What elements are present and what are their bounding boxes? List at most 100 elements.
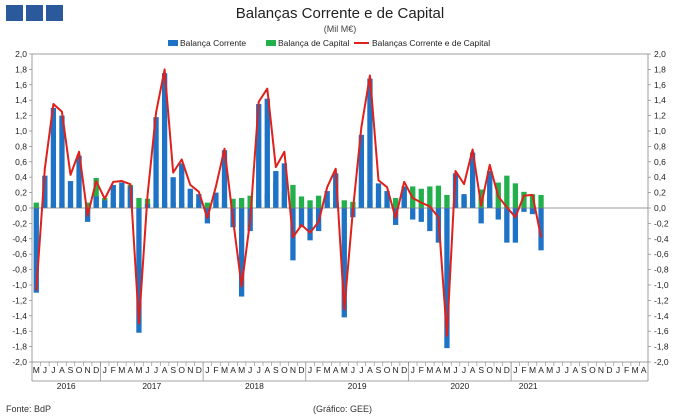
month-tick-label: J xyxy=(462,365,466,375)
current-bar xyxy=(521,208,527,212)
month-tick-label: A xyxy=(367,365,373,375)
current-bar xyxy=(59,115,65,208)
y-tick-label-right: -1,8 xyxy=(654,342,669,352)
year-tick-label: 2017 xyxy=(142,381,161,391)
current-bar xyxy=(529,208,536,215)
y-tick-label-left: 1,0 xyxy=(15,126,27,136)
y-tick-label-right: -0,4 xyxy=(654,234,669,244)
capital-bar xyxy=(204,202,211,208)
y-tick-label-right: 1,4 xyxy=(654,95,666,105)
month-tick-label: N xyxy=(495,365,501,375)
y-tick-label-left: -2,0 xyxy=(12,357,27,367)
chart-subtitle: (Mil M€) xyxy=(323,24,357,34)
y-tick-label-left: 0,8 xyxy=(15,141,27,151)
current-bar xyxy=(512,208,519,243)
month-tick-label: A xyxy=(572,365,578,375)
y-tick-label-left: -1,4 xyxy=(12,311,27,321)
y-tick-label-right: 0,8 xyxy=(654,141,666,151)
capital-bar xyxy=(538,194,544,208)
current-bar xyxy=(179,163,185,208)
current-bar xyxy=(50,107,57,208)
month-tick-label: O xyxy=(589,365,596,375)
month-tick-label: N xyxy=(187,365,193,375)
month-tick-label: S xyxy=(581,365,587,375)
month-tick-label: D xyxy=(298,365,304,375)
y-tick-label-left: 1,2 xyxy=(15,111,27,121)
current-bar xyxy=(333,173,339,208)
y-tick-label-left: 1,8 xyxy=(15,64,27,74)
month-tick-label: S xyxy=(478,365,484,375)
logo xyxy=(6,5,66,21)
current-bar xyxy=(358,134,365,208)
month-tick-label: D xyxy=(606,365,612,375)
y-tick-label-right: 0,4 xyxy=(654,172,666,182)
logo-block-icon xyxy=(26,5,43,21)
month-tick-label: M xyxy=(238,365,245,375)
month-tick-label: J xyxy=(556,365,560,375)
capital-bar xyxy=(136,197,142,208)
current-bar xyxy=(273,171,279,208)
y-tick-label-right: -1,6 xyxy=(654,326,669,336)
current-bar xyxy=(478,208,484,224)
current-bar xyxy=(33,208,39,293)
year-tick-label: 2021 xyxy=(519,381,538,391)
year-tick-label: 2019 xyxy=(348,381,367,391)
month-tick-label: N xyxy=(85,365,91,375)
current-bar xyxy=(504,208,510,243)
current-bar xyxy=(469,152,476,208)
current-bar xyxy=(264,98,270,208)
legend-swatch xyxy=(168,40,178,46)
month-tick-label: F xyxy=(419,365,424,375)
month-tick-label: J xyxy=(453,365,457,375)
month-tick-label: A xyxy=(59,365,65,375)
month-tick-label: S xyxy=(68,365,74,375)
y-tick-label-left: 2,0 xyxy=(15,49,27,59)
month-tick-label: J xyxy=(248,365,252,375)
month-tick-label: A xyxy=(128,365,134,375)
y-tick-label-right: -0,8 xyxy=(654,265,669,275)
month-tick-label: J xyxy=(43,365,47,375)
current-bar xyxy=(341,208,347,318)
current-bar xyxy=(307,208,313,241)
current-bar xyxy=(256,104,262,208)
month-tick-label: J xyxy=(359,365,363,375)
combined-series-line xyxy=(35,68,543,337)
month-tick-label: M xyxy=(135,365,142,375)
credit-note: (Gráfico: GEE) xyxy=(313,404,373,414)
current-bar xyxy=(298,208,305,228)
capital-bar xyxy=(238,197,245,208)
month-tick-label: J xyxy=(257,365,261,375)
source-note: Fonte: BdP xyxy=(6,404,52,414)
current-bar xyxy=(375,183,382,208)
month-tick-label: N xyxy=(290,365,296,375)
y-tick-label-right: 0,2 xyxy=(654,188,666,198)
y-tick-label-left: -0,2 xyxy=(12,218,27,228)
current-bar xyxy=(461,194,467,208)
capital-bar xyxy=(33,202,39,208)
y-tick-label-left: 1,4 xyxy=(15,95,27,105)
y-tick-label-left: -1,6 xyxy=(12,326,27,336)
year-tick-label: 2016 xyxy=(57,381,76,391)
current-bar xyxy=(161,73,168,208)
month-tick-label: N xyxy=(393,365,399,375)
legend-label: Balanças Corrente e de Capital xyxy=(372,38,490,48)
month-tick-label: J xyxy=(205,365,209,375)
month-tick-label: M xyxy=(546,365,553,375)
month-tick-label: J xyxy=(513,365,517,375)
capital-bar xyxy=(392,197,399,208)
month-tick-label: F xyxy=(521,365,526,375)
capital-bar xyxy=(529,194,536,208)
month-tick-label: J xyxy=(154,365,158,375)
capital-bar xyxy=(93,177,99,208)
capital-bar xyxy=(290,184,296,208)
month-tick-label: A xyxy=(162,365,168,375)
y-tick-label-left: 0,6 xyxy=(15,157,27,167)
logo-block-icon xyxy=(46,5,63,21)
month-tick-label: M xyxy=(426,365,433,375)
capital-bar xyxy=(230,198,236,208)
current-bar xyxy=(427,208,433,232)
y-tick-label-left: -1,2 xyxy=(12,295,27,305)
month-tick-label: M xyxy=(33,365,40,375)
y-tick-label-right: -1,2 xyxy=(654,295,669,305)
current-bar xyxy=(76,155,82,208)
